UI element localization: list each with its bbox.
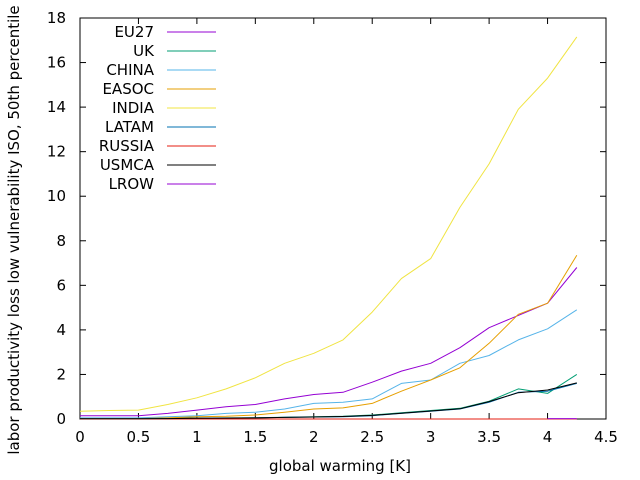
x-tick-label: 3 bbox=[426, 428, 436, 446]
y-tick-label: 6 bbox=[56, 276, 66, 294]
legend-label-india: INDIA bbox=[112, 99, 155, 117]
x-tick-label: 4 bbox=[543, 428, 553, 446]
tick-labels: 0 0.5 1 1.5 2 2.5 3 3.5 4 4.5 0 2 4 6 8 10 12 14 16 18 bbox=[47, 9, 618, 446]
x-tick-label: 2 bbox=[309, 428, 319, 446]
series-line-latam bbox=[80, 382, 577, 420]
legend-label-easoc: EASOC bbox=[102, 80, 154, 98]
legend-label-uk: UK bbox=[133, 42, 155, 60]
legend-label-china: CHINA bbox=[106, 61, 154, 79]
legend-label-lrow: LROW bbox=[109, 175, 155, 193]
legend-label-russia: RUSSIA bbox=[99, 137, 155, 155]
legend: EU27UKCHINAEASOCINDIALATAMRUSSIAUSMCALRO… bbox=[99, 23, 216, 193]
series-line-easoc bbox=[80, 255, 578, 420]
y-tick-label: 16 bbox=[47, 54, 66, 72]
x-tick-label: 4.5 bbox=[594, 428, 618, 446]
y-tick-label: 10 bbox=[47, 187, 66, 205]
series-lines bbox=[79, 36, 578, 420]
series-line-china bbox=[80, 309, 578, 419]
legend-label-usmca: USMCA bbox=[100, 156, 155, 174]
legend-label-latam: LATAM bbox=[105, 118, 154, 136]
x-tick-label: 0 bbox=[75, 428, 85, 446]
y-tick-label: 12 bbox=[47, 143, 66, 161]
x-tick-label: 1.5 bbox=[243, 428, 267, 446]
y-tick-label: 8 bbox=[56, 232, 66, 250]
x-tick-label: 2.5 bbox=[360, 428, 384, 446]
x-tick-label: 3.5 bbox=[477, 428, 501, 446]
y-tick-label: 4 bbox=[56, 321, 66, 339]
y-tick-label: 14 bbox=[47, 98, 66, 116]
series-line-india bbox=[79, 36, 578, 412]
y-tick-label: 18 bbox=[47, 9, 66, 27]
y-axis-label: labor productivity loss low vulnerabilit… bbox=[5, 5, 23, 454]
plot-border bbox=[79, 17, 607, 420]
plot-frame bbox=[79, 17, 607, 420]
x-tick-label: 0.5 bbox=[127, 428, 151, 446]
series-line-uk bbox=[80, 373, 578, 420]
x-axis-label: global warming [K] bbox=[269, 457, 411, 475]
series-line-eu27 bbox=[80, 267, 578, 417]
x-tick-label: 1 bbox=[192, 428, 202, 446]
legend-label-eu27: EU27 bbox=[114, 23, 154, 41]
series-line-usmca bbox=[80, 382, 577, 420]
y-tick-label: 0 bbox=[56, 410, 66, 428]
y-tick-label: 2 bbox=[56, 365, 66, 383]
